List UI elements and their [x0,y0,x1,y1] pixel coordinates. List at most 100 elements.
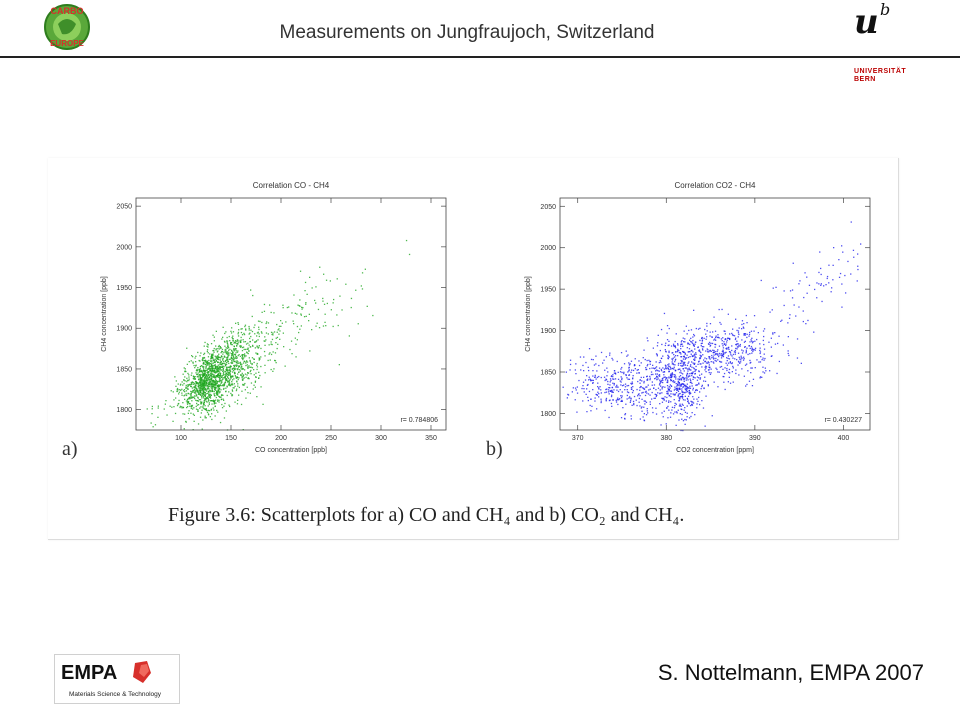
data-point [736,340,738,342]
data-point [741,349,743,351]
data-point [258,357,260,359]
data-point [214,355,216,357]
x-tick-label: 350 [425,435,437,442]
panel-a-label: a) [62,438,78,460]
data-point [609,354,611,356]
data-point [680,359,682,362]
data-point [598,396,600,398]
data-point [638,372,640,374]
data-point [219,356,221,359]
data-point [250,369,252,372]
data-point [264,340,266,342]
data-point [199,375,202,377]
data-point [318,327,321,329]
data-point [624,389,626,391]
data-point [202,419,204,421]
data-point [219,371,221,373]
data-point [332,302,334,304]
data-point [694,355,696,357]
data-point [747,353,749,356]
data-point [737,352,740,354]
data-point [605,378,607,380]
data-point [713,381,715,383]
data-point [615,401,618,403]
data-point [212,383,215,385]
data-point [211,413,213,415]
data-point [243,360,245,363]
plot-frame [135,197,447,431]
data-point [668,386,670,388]
data-point [664,386,666,388]
data-point [260,356,262,358]
data-point [225,363,228,365]
data-point [632,369,635,372]
data-point [231,380,233,383]
data-point [194,383,196,385]
data-point [211,365,213,367]
data-point [213,381,215,383]
data-point [610,379,612,382]
data-point [588,379,590,381]
data-point [189,384,191,386]
data-point [198,382,200,384]
data-point [738,374,740,376]
data-point [216,392,219,394]
data-point [604,369,606,371]
data-point [204,405,206,407]
data-point [662,379,664,381]
data-point [204,398,206,400]
data-point [224,341,226,343]
data-point [208,359,210,362]
data-point [685,377,687,379]
data-point [630,418,632,420]
data-point [219,421,222,424]
data-point [729,351,731,353]
data-point [574,387,577,389]
data-point [247,342,249,344]
data-point [175,385,177,387]
data-point [179,384,182,386]
data-point [213,349,215,352]
data-point [199,377,201,379]
data-point [216,368,219,370]
data-point [208,395,210,397]
data-point [274,360,277,362]
data-point [672,362,674,365]
data-point [186,379,189,381]
data-point [700,356,702,358]
data-point [226,356,228,359]
data-point [192,413,194,415]
data-point [715,360,717,362]
data-point [211,382,213,384]
data-point [186,381,188,383]
data-point [630,397,632,399]
data-point [197,393,199,395]
data-point [679,371,681,374]
data-point [656,355,658,357]
data-point [207,392,209,395]
data-point [662,367,664,369]
data-point [792,262,794,264]
data-point [210,408,213,410]
data-point [609,387,611,389]
data-point [666,339,669,341]
data-point [692,376,694,378]
data-point [789,290,792,292]
data-point [273,368,275,370]
data-point [629,401,631,403]
data-point [679,375,682,377]
data-point [299,305,301,307]
data-point [208,385,210,388]
data-point [256,366,259,368]
data-point [680,356,682,358]
data-point [699,378,701,380]
data-point [659,393,661,395]
data-point [205,400,207,402]
data-point [691,382,693,385]
data-point [656,369,658,371]
data-point [735,343,737,346]
data-point [231,395,233,397]
data-point [250,366,252,368]
data-point [228,379,231,382]
data-point [626,355,628,357]
